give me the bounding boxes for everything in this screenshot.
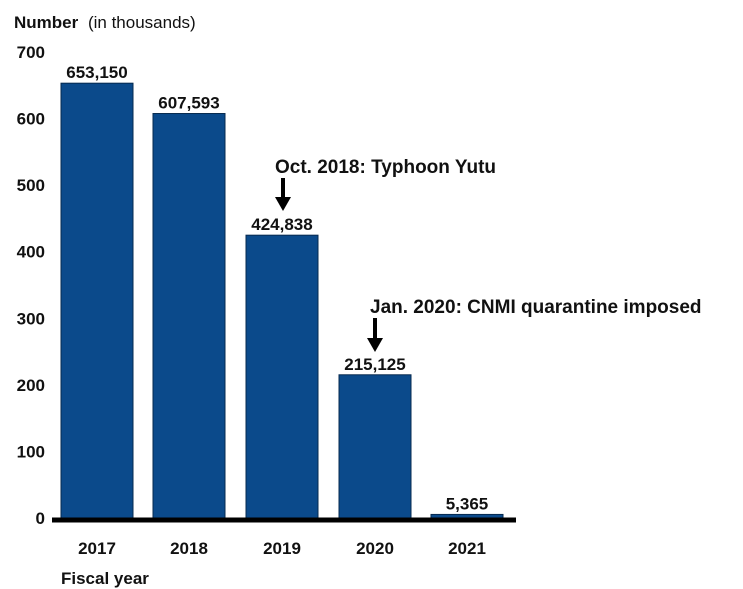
annotation-arrow-head bbox=[275, 197, 291, 211]
bar-2019 bbox=[245, 234, 319, 519]
data-label-2019: 424,838 bbox=[251, 215, 312, 234]
data-label-2021: 5,365 bbox=[446, 494, 489, 513]
y-axis-title-unit: (in thousands) bbox=[88, 13, 196, 32]
y-tick-label: 500 bbox=[17, 176, 45, 195]
annotations: Oct. 2018: Typhoon Yutu Jan. 2020: CNMI q… bbox=[275, 157, 702, 352]
annotation-arrow-head bbox=[367, 338, 383, 352]
bar-2018 bbox=[152, 113, 226, 519]
bar-2021 bbox=[430, 513, 504, 519]
y-axis-title: Number (in thousands) bbox=[14, 13, 196, 32]
bar-2017 bbox=[60, 82, 134, 519]
y-axis-title-bold: Number bbox=[14, 13, 79, 32]
y-tick-label: 0 bbox=[36, 509, 45, 528]
annotation-text: Oct. 2018: Typhoon Yutu bbox=[275, 157, 496, 178]
x-tick-label-2017: 2017 bbox=[78, 539, 116, 558]
y-axis-ticks: 0 100 200 300 400 500 600 700 bbox=[17, 43, 45, 528]
data-label-2020: 215,125 bbox=[344, 355, 405, 374]
x-axis-tick-labels: 2017 2018 2019 2020 2021 bbox=[78, 539, 486, 558]
value-labels: 653,150 607,593 424,838 215,125 5,365 bbox=[66, 63, 488, 513]
x-tick-label-2021: 2021 bbox=[448, 539, 486, 558]
x-tick-label-2018: 2018 bbox=[170, 539, 208, 558]
data-label-2018: 607,593 bbox=[158, 94, 219, 113]
bar-2020 bbox=[338, 374, 412, 519]
y-tick-label: 100 bbox=[17, 442, 45, 461]
x-tick-label-2020: 2020 bbox=[356, 539, 394, 558]
x-tick-label-2019: 2019 bbox=[263, 539, 301, 558]
y-tick-label: 400 bbox=[17, 243, 45, 262]
y-tick-label: 200 bbox=[17, 376, 45, 395]
y-tick-label: 700 bbox=[17, 43, 45, 62]
x-axis-title: Fiscal year bbox=[61, 569, 149, 588]
y-tick-label: 300 bbox=[17, 309, 45, 328]
annotation-text: Jan. 2020: CNMI quarantine imposed bbox=[370, 297, 702, 318]
y-tick-label: 600 bbox=[17, 110, 45, 129]
bars bbox=[60, 82, 504, 519]
data-label-2017: 653,150 bbox=[66, 63, 127, 82]
